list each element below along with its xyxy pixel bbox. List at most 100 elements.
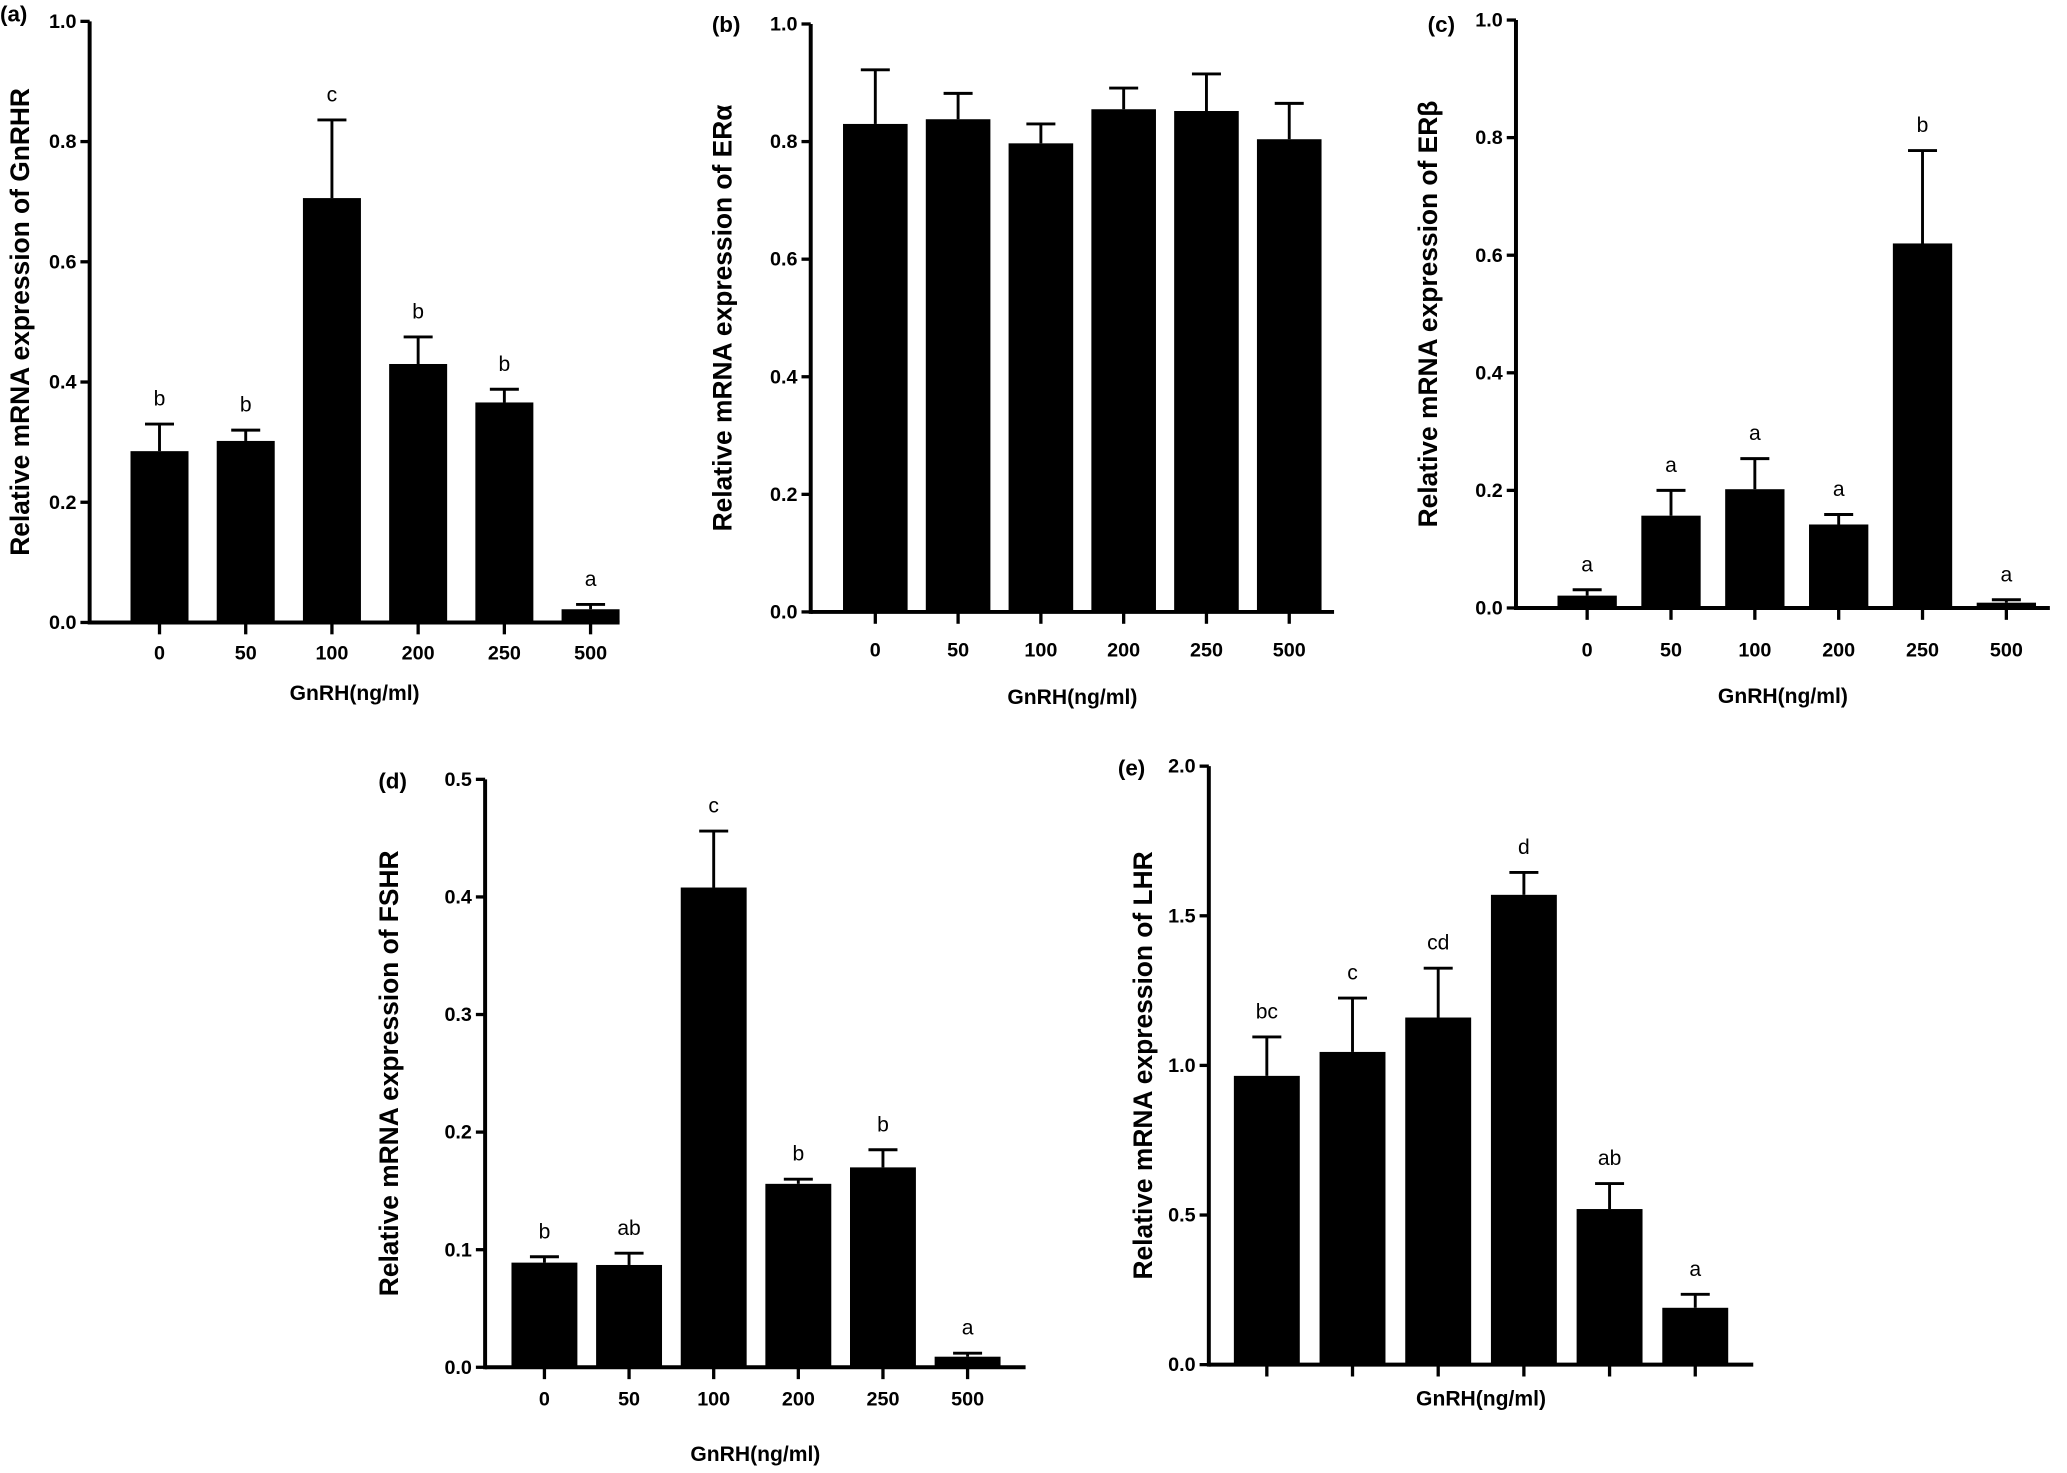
y-tick-label: 0.0: [1475, 598, 1502, 620]
x-tick-label: 0: [1582, 640, 1593, 662]
significance-letter: b: [1917, 114, 1929, 137]
significance-letter: a: [962, 1317, 974, 1340]
y-tick-label: 1.0: [770, 14, 797, 36]
significance-letter: b: [240, 394, 252, 417]
y-tick-label: 0.4: [444, 887, 471, 909]
bar-100: [680, 887, 747, 1368]
bar-50: [216, 440, 275, 623]
x-tick-label: 200: [1107, 640, 1140, 662]
bar-0: [843, 123, 908, 612]
x-tick-label: 50: [1660, 640, 1682, 662]
y-tick-label: 0.8: [770, 131, 797, 153]
x-tick-label: 0: [539, 1389, 550, 1411]
bar-0: [130, 451, 189, 623]
bar-200: [765, 1183, 832, 1368]
x-tick-label: 250: [488, 642, 521, 664]
bar-50: [1319, 1051, 1386, 1365]
x-tick-label: 0: [870, 640, 881, 662]
y-tick-label: 1.0: [1475, 10, 1502, 32]
panel-label: (c): [1428, 12, 1455, 37]
significance-letter: a: [1833, 478, 1845, 501]
panel-label: (a): [0, 1, 27, 26]
y-tick-label: 0.1: [444, 1239, 471, 1261]
y-tick-label: 0.2: [770, 484, 797, 506]
bar-500: [1976, 602, 2037, 608]
y-tick-label: 1.0: [1168, 1055, 1195, 1077]
x-axis-label: GnRH(ng/ml): [1416, 1388, 1546, 1411]
significance-letter: bc: [1256, 1001, 1278, 1024]
y-tick-label: 0.2: [444, 1122, 471, 1144]
significance-letter: cd: [1427, 932, 1449, 955]
panel-label: (e): [1118, 755, 1145, 780]
x-tick-label: 200: [782, 1389, 815, 1411]
y-tick-label: 1.0: [49, 11, 76, 33]
bar-100: [302, 198, 361, 623]
y-axis-label: Relative mRNA expression of FSHR: [374, 850, 404, 1296]
y-tick-label: 2.0: [1168, 756, 1195, 778]
y-tick-label: 1.5: [1168, 905, 1195, 927]
significance-letter: a: [1665, 454, 1677, 477]
x-tick-label: 500: [951, 1389, 984, 1411]
y-tick-label: 0.6: [1475, 245, 1502, 267]
x-tick-label: 100: [1422, 1309, 1455, 1331]
bar-250: [1892, 243, 1953, 608]
bar-500: [1256, 139, 1322, 612]
significance-letter: ab: [617, 1217, 640, 1240]
y-tick-label: 0.6: [49, 251, 76, 273]
x-tick-label: 500: [1679, 1309, 1712, 1331]
significance-letter: b: [498, 353, 510, 376]
y-axis-label: Relative mRNA expression of LHR: [1128, 851, 1158, 1279]
x-tick-label: 100: [697, 1389, 730, 1411]
x-tick-label: 500: [1273, 640, 1306, 662]
x-tick-label: 250: [866, 1389, 899, 1411]
x-tick-label: 500: [574, 642, 607, 664]
bar-100: [1725, 489, 1785, 608]
y-tick-label: 0.4: [49, 372, 76, 394]
x-tick-label: 100: [1738, 640, 1771, 662]
significance-letter: c: [327, 83, 338, 106]
y-tick-label: 0.6: [770, 249, 797, 271]
significance-letter: ab: [1598, 1147, 1621, 1170]
bar-250: [1576, 1209, 1643, 1365]
bar-250: [475, 402, 534, 623]
significance-letter: b: [412, 300, 424, 323]
significance-letter: b: [154, 388, 166, 411]
panel-label: (b): [712, 12, 741, 37]
x-axis-label: GnRH(ng/ml): [690, 1443, 820, 1466]
significance-letter: a: [1749, 422, 1761, 445]
significance-letter: b: [792, 1143, 804, 1166]
bar-0: [1233, 1075, 1300, 1365]
bar-200: [1091, 109, 1156, 612]
y-tick-label: 0.5: [444, 769, 471, 791]
y-axis-label: Relative mRNA expression of GnRHR: [5, 88, 35, 556]
x-tick-label: 250: [1906, 640, 1939, 662]
x-tick-label: 200: [1507, 1309, 1540, 1331]
bar-100: [1008, 143, 1074, 612]
y-tick-label: 0.8: [49, 131, 76, 153]
x-tick-label: 250: [1593, 1309, 1626, 1331]
y-tick-label: 0.0: [444, 1357, 471, 1379]
significance-letter: b: [539, 1220, 551, 1243]
significance-letter: d: [1518, 836, 1530, 859]
x-tick-label: 0: [154, 642, 165, 664]
bar-250: [1174, 111, 1239, 612]
x-tick-label: 0: [1261, 1309, 1272, 1331]
y-tick-label: 0.2: [1475, 480, 1502, 502]
x-tick-label: 100: [315, 642, 348, 664]
y-tick-label: 0.4: [770, 366, 797, 388]
bar-500: [561, 609, 620, 623]
bar-100: [1405, 1017, 1472, 1365]
bar-500: [934, 1356, 1001, 1368]
y-axis-label: Relative mRNA expression of ERβ: [1413, 101, 1443, 528]
bar-50: [925, 119, 991, 612]
y-tick-label: 0.4: [1475, 362, 1502, 384]
bar-0: [1557, 595, 1617, 608]
significance-letter: a: [1581, 553, 1593, 576]
bar-200: [389, 363, 448, 623]
x-tick-label: 50: [235, 642, 257, 664]
y-tick-label: 0.8: [1475, 127, 1502, 149]
significance-letter: a: [585, 568, 597, 591]
significance-letter: b: [877, 1113, 889, 1136]
bar-500: [1662, 1307, 1729, 1365]
y-tick-label: 0.0: [49, 612, 76, 634]
